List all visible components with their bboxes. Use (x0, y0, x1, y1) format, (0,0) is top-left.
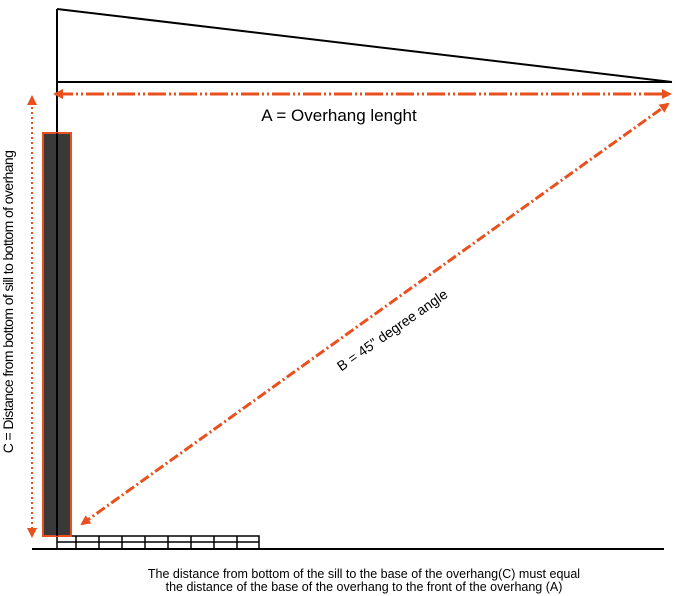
angle-diagonal-arrow (80, 102, 670, 526)
label-c: C = Distance from bottom of sill to bott… (0, 151, 16, 454)
roof-slope-line (56, 8, 673, 83)
caption-line-1: The distance from bottom of the sill to … (148, 567, 580, 581)
sill-grid (56, 535, 260, 550)
label-a: A = Overhang lenght (261, 106, 417, 125)
caption-line-2: the distance of the base of the overhang… (166, 580, 563, 594)
